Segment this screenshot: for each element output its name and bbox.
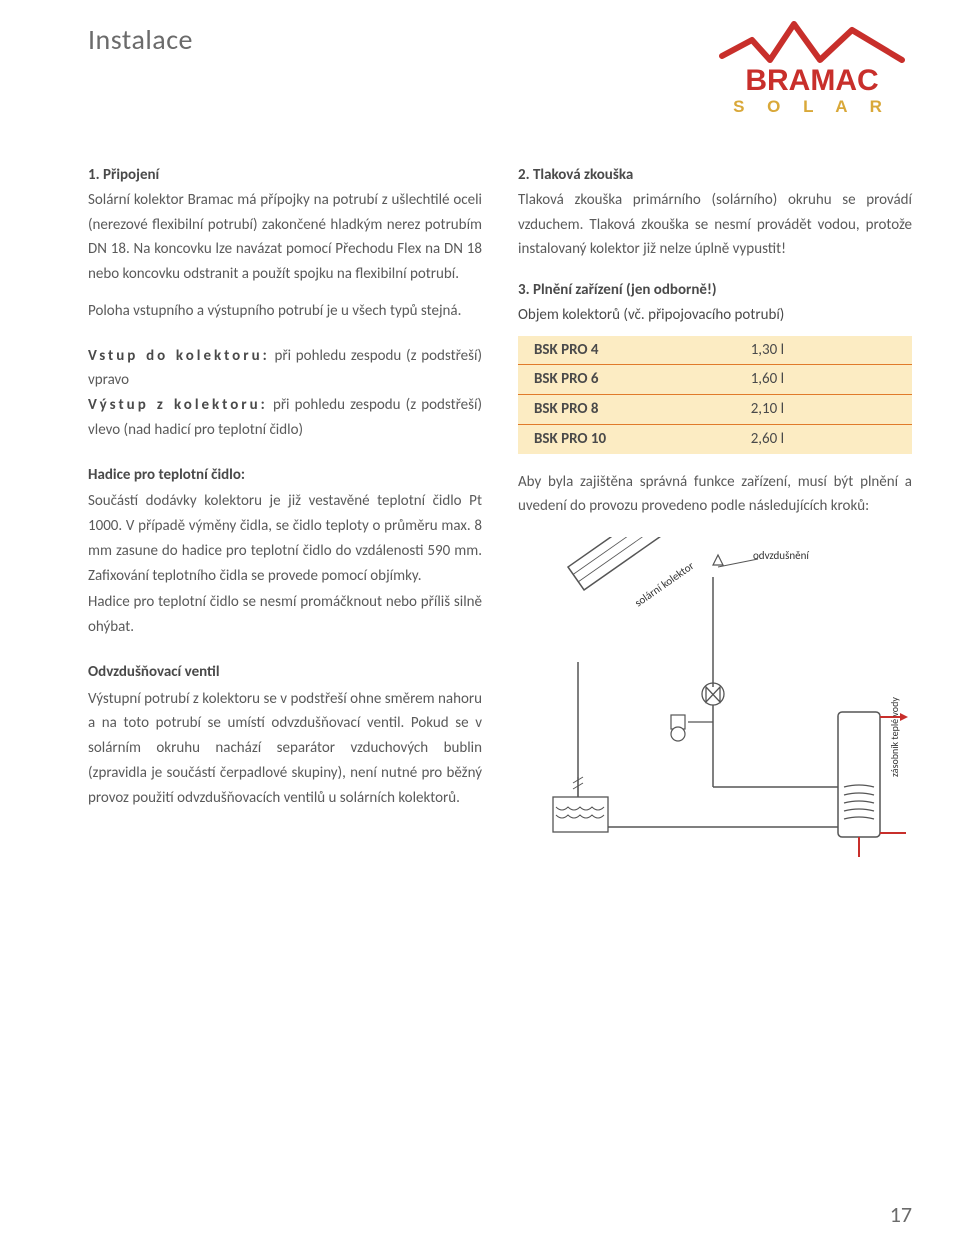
page-number: 17 <box>890 1201 912 1228</box>
vstup-label: Vstup do kolektoru: <box>88 347 270 365</box>
cell: 2,10 l <box>735 395 912 425</box>
odv-heading: Odvzdušňovací ventil <box>88 663 220 681</box>
drain-tank-icon <box>553 797 608 832</box>
table-row: BSK PRO 102,60 l <box>518 424 912 453</box>
right-column: 2. Tlaková zkouška Tlaková zkouška primá… <box>518 163 912 876</box>
cell: 2,60 l <box>735 424 912 453</box>
cell: BSK PRO 4 <box>518 336 735 365</box>
vent-icon <box>713 555 723 565</box>
vystup-label: Výstup z kolektoru: <box>88 396 268 414</box>
valve-icon <box>706 687 720 702</box>
page-title: Instalace <box>88 22 193 57</box>
brand-logo: BRAMAC S O L A R <box>712 18 912 123</box>
collector-icon <box>568 537 723 590</box>
section-1-heading: 1. Připojení <box>88 166 159 184</box>
cell: BSK PRO 8 <box>518 395 735 425</box>
cell: BSK PRO 6 <box>518 365 735 395</box>
table-row: BSK PRO 82,10 l <box>518 395 912 425</box>
tank-label: zásobník teplé vody <box>888 697 901 777</box>
hadice-p2: Hadice pro teplotní čidlo se nesmí promá… <box>88 590 482 640</box>
table-row: BSK PRO 41,30 l <box>518 336 912 365</box>
hadice-heading: Hadice pro teplotní čidlo: <box>88 466 245 484</box>
section-2-p: Tlaková zkouška primárního (solárního) o… <box>518 191 912 259</box>
cell: BSK PRO 10 <box>518 424 735 453</box>
collector-label: solární kolektor <box>632 559 696 609</box>
cell: 1,60 l <box>735 365 912 395</box>
solar-system-diagram: solární kolektor odvzdušnění <box>518 537 912 876</box>
table-row: BSK PRO 61,60 l <box>518 365 912 395</box>
section-2-heading: 2. Tlaková zkouška <box>518 166 633 184</box>
left-column: 1. Připojení Solární kolektor Bramac má … <box>88 163 482 876</box>
volume-table: BSK PRO 41,30 l BSK PRO 61,60 l BSK PRO … <box>518 336 912 454</box>
logo-zigzag-icon <box>722 24 902 60</box>
section-3-p4: Aby byla zajištěna správná funkce zaříze… <box>518 470 912 520</box>
cell: 1,30 l <box>735 336 912 365</box>
section-3-heading: 3. Plnění zařízení (jen odborně!) <box>518 281 717 299</box>
section-3-sub: Objem kolektorů (vč. připojovacího potru… <box>518 306 784 324</box>
hadice-p1: Součástí dodávky kolektoru je již vestav… <box>88 489 482 588</box>
odv-p: Výstupní potrubí z kolektoru se v podstř… <box>88 687 482 811</box>
logo-sub-text: S O L A R <box>733 97 891 116</box>
section-1-p2: Poloha vstupního a výstupního potrubí je… <box>88 299 482 324</box>
logo-brand-text: BRAMAC <box>745 64 878 97</box>
section-1-p1: Solární kolektor Bramac má přípojky na p… <box>88 191 482 283</box>
odvz-label: odvzdušnění <box>753 549 809 562</box>
